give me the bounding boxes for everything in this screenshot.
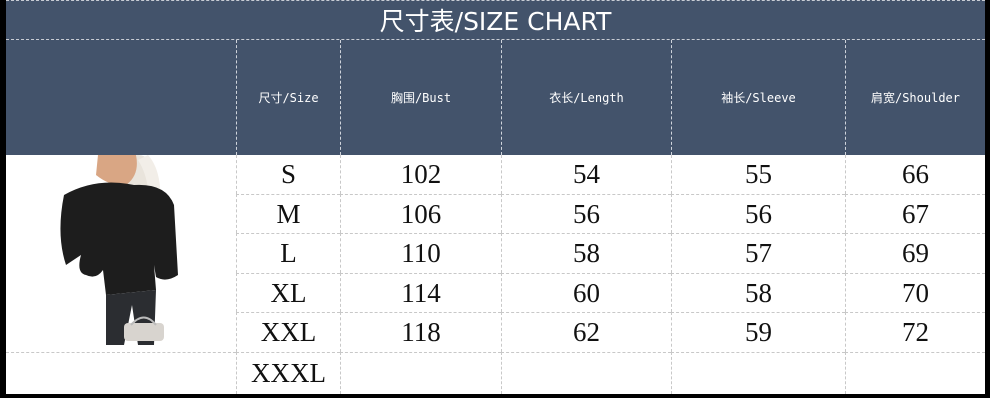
cell-sleeve: 55 [671,155,845,194]
cell-shoulder [845,352,985,394]
cell-length [501,352,671,394]
cell-sleeve: 59 [671,312,845,352]
column-header-length: 衣长/Length [501,40,671,155]
cell-shoulder: 72 [845,312,985,352]
cell-bust: 110 [340,233,501,273]
cell-sleeve: 57 [671,233,845,273]
divider [6,352,236,353]
column-header-shoulder: 肩宽/Shoulder [845,40,985,155]
size-label: XL [236,273,340,312]
size-label: XXXL [236,352,340,394]
cell-length: 60 [501,273,671,312]
cell-bust: 102 [340,155,501,194]
cell-length: 56 [501,194,671,233]
cell-sleeve: 58 [671,273,845,312]
product-photo [60,155,178,345]
cell-shoulder: 69 [845,233,985,273]
cell-length: 62 [501,312,671,352]
chart-title: 尺寸表/SIZE CHART [6,0,985,40]
size-label: L [236,233,340,273]
cell-shoulder: 66 [845,155,985,194]
cell-bust [340,352,501,394]
header-row: 尺寸/Size 胸围/Bust 衣长/Length 袖长/Sleeve 肩宽/Shoul… [6,40,985,155]
size-label: M [236,194,340,233]
cell-length: 54 [501,155,671,194]
size-chart-table: 尺寸表/SIZE CHART 尺寸/Size 胸围/Bust 衣长/Length 袖长… [0,0,990,398]
size-label: XXL [236,312,340,352]
column-header-sleeve: 袖长/Sleeve [671,40,845,155]
cell-sleeve [671,352,845,394]
cell-bust: 106 [340,194,501,233]
column-header-size: 尺寸/Size [236,40,340,155]
cell-bust: 118 [340,312,501,352]
cell-shoulder: 67 [845,194,985,233]
cell-sleeve: 56 [671,194,845,233]
column-header-bust: 胸围/Bust [340,40,501,155]
cell-length: 58 [501,233,671,273]
cell-bust: 114 [340,273,501,312]
cell-shoulder: 70 [845,273,985,312]
size-label: S [236,155,340,194]
